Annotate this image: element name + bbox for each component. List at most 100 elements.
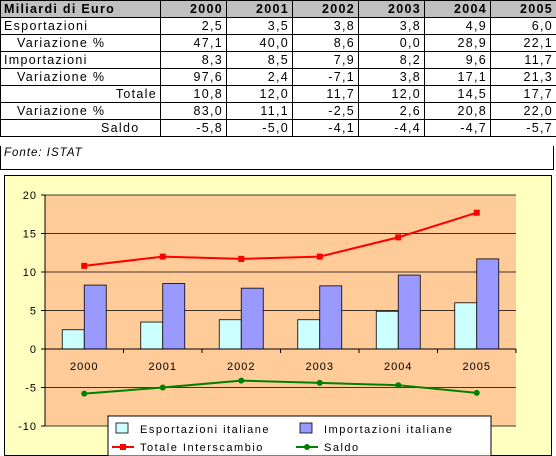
- row-label: Variazione %: [0, 68, 161, 86]
- legend-marker: [304, 444, 310, 450]
- table-cell: 20,8: [424, 102, 491, 120]
- table-row: Variazione % 83,0 11,1 -2,5 2,6 20,8 22,…: [0, 102, 556, 120]
- row-label: Saldo: [0, 119, 161, 137]
- x-tick-label: 2003: [306, 361, 334, 373]
- point-totale: [395, 234, 402, 241]
- table-header-cell: Miliardi di Euro: [0, 0, 161, 18]
- table-cell: 8,3: [160, 51, 227, 69]
- legend-label: Importazioni italiane: [324, 424, 453, 436]
- legend-label: Esportazioni italiane: [140, 424, 270, 436]
- table-cell: 47,1: [160, 34, 227, 52]
- table-cell: 21,3: [490, 68, 556, 86]
- table-cell: 3,8: [358, 68, 425, 86]
- point-saldo: [159, 384, 166, 391]
- series-line-totale: [84, 211, 478, 267]
- data-table: Miliardi di Euro 2000 2001 2002 2003 200…: [0, 0, 556, 137]
- point-totale: [238, 255, 245, 262]
- bar-esportazioni: [61, 329, 85, 350]
- bar-importazioni: [319, 285, 343, 350]
- legend-swatch: [299, 422, 313, 434]
- table-header-cell: 2005: [490, 0, 556, 18]
- table-cell: -4,7: [424, 119, 491, 137]
- bar-importazioni: [240, 287, 264, 350]
- series-line-saldo: [84, 379, 477, 395]
- y-tick-label: 10: [23, 267, 37, 279]
- bar-esportazioni: [140, 321, 164, 350]
- table-cell: 7,9: [292, 51, 359, 69]
- bar-esportazioni: [375, 310, 399, 350]
- row-label: Importazioni: [0, 51, 161, 69]
- table-cell: 17,1: [424, 68, 491, 86]
- table-header-cell: 2004: [424, 0, 491, 18]
- table-cell: 83,0: [160, 102, 227, 120]
- legend-swatch: [115, 422, 129, 434]
- x-tick-label: 2004: [384, 361, 412, 373]
- table-cell: 12,0: [226, 85, 293, 103]
- bar-importazioni: [397, 274, 421, 350]
- table-cell: 2,6: [358, 102, 425, 120]
- table-cell: -4,4: [358, 119, 425, 137]
- x-tick-label: 2001: [149, 361, 177, 373]
- bar-esportazioni: [297, 319, 321, 350]
- bar-esportazioni: [218, 319, 242, 350]
- table-cell: -4,1: [292, 119, 359, 137]
- table-cell: 22,1: [490, 34, 556, 52]
- table-header-cell: 2002: [292, 0, 359, 18]
- table-row: Variazione % 47,1 40,0 8,6 0,0 28,9 22,1: [0, 34, 556, 52]
- table-cell: 17,7: [490, 85, 556, 103]
- table-cell: 40,0: [226, 34, 293, 52]
- legend-label: Totale Interscambio: [140, 442, 264, 454]
- table-header-cell: 2001: [226, 0, 293, 18]
- row-label: Totale: [0, 85, 161, 103]
- table-cell: -5,8: [160, 119, 227, 137]
- point-saldo: [81, 390, 88, 397]
- table-cell: 8,5: [226, 51, 293, 69]
- y-tick-label: -10: [18, 421, 37, 433]
- table-cell: -2,5: [292, 102, 359, 120]
- table-cell: 10,8: [160, 85, 227, 103]
- table-cell: 6,0: [490, 17, 556, 35]
- table-cell: 3,8: [358, 17, 425, 35]
- legend-marker: [120, 444, 126, 450]
- point-totale: [81, 262, 88, 269]
- table-cell: 97,6: [160, 68, 227, 86]
- point-totale: [316, 253, 323, 260]
- table-header-cell: 2000: [160, 0, 227, 18]
- table-cell: 2,4: [226, 68, 293, 86]
- legend-box: [107, 415, 492, 456]
- table-header-cell: 2003: [358, 0, 425, 18]
- table-header-row: Miliardi di Euro 2000 2001 2002 2003 200…: [0, 0, 556, 18]
- table-row: Esportazioni 2,5 3,5 3,8 3,8 4,9 6,0: [0, 17, 556, 35]
- y-tick-label: 5: [30, 306, 37, 318]
- bar-importazioni: [162, 283, 186, 350]
- row-label: Variazione %: [0, 34, 161, 52]
- table-cell: -7,1: [292, 68, 359, 86]
- table-cell: 11,7: [292, 85, 359, 103]
- table-cell: -5,7: [490, 119, 556, 137]
- x-tick-label: 2000: [70, 361, 98, 373]
- point-totale: [473, 209, 480, 216]
- table-cell: 2,5: [160, 17, 227, 35]
- table-cell: -5,0: [226, 119, 293, 137]
- table-cell: 28,9: [424, 34, 491, 52]
- table-cell: 11,7: [490, 51, 556, 69]
- table-cell: 4,9: [424, 17, 491, 35]
- legend-label: Saldo: [324, 442, 360, 454]
- table-cell: 12,0: [358, 85, 425, 103]
- table-row: Totale 10,8 12,0 11,7 12,0 14,5 17,7: [0, 85, 556, 103]
- y-tick-label: -5: [25, 383, 37, 395]
- chart: -10 -5 0 5 10 15 20 2000 2001 2002 2003 2004 2005 Esp…: [18, 190, 517, 456]
- table-row: Variazione % 97,6 2,4 -7,1 3,8 17,1 21,3: [0, 68, 556, 86]
- bar-importazioni: [83, 284, 107, 350]
- table-row: Importazioni 8,3 8,5 7,9 8,2 9,6 11,7: [0, 51, 556, 69]
- x-tick-label: 2005: [463, 361, 491, 373]
- table-cell: 0,0: [358, 34, 425, 52]
- y-tick-label: 15: [23, 229, 37, 241]
- table-cell: 8,2: [358, 51, 425, 69]
- row-label: Variazione %: [0, 102, 161, 120]
- legend: Esportazioni italiane Importazioni italia…: [107, 415, 492, 456]
- y-tick-label: 20: [23, 190, 37, 202]
- x-tick-label: 2002: [227, 361, 255, 373]
- table-cell: 8,6: [292, 34, 359, 52]
- table-cell: 3,8: [292, 17, 359, 35]
